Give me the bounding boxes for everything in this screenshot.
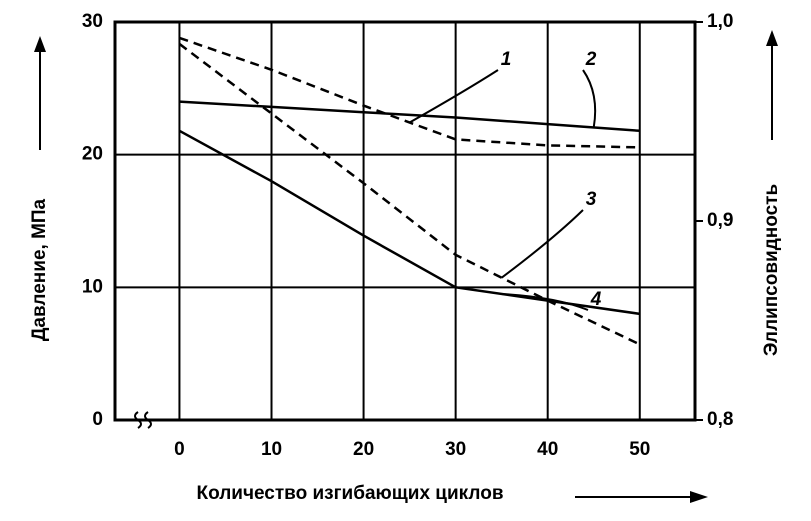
arrow-head xyxy=(34,36,46,52)
x-tick-label: 30 xyxy=(445,439,466,460)
y2-tick-label: 1,0 xyxy=(707,11,733,32)
x-tick-label: 0 xyxy=(174,439,185,460)
leader-line xyxy=(501,209,584,279)
x-tick-label: 20 xyxy=(353,439,374,460)
arrow-head xyxy=(766,30,778,46)
arrow-head xyxy=(690,491,708,503)
series-label: 1 xyxy=(501,49,512,70)
series-label: 2 xyxy=(585,49,597,70)
series-line xyxy=(179,100,640,133)
y-axis-title: Давление, МПа xyxy=(29,198,50,341)
x-tick-label: 10 xyxy=(261,439,282,460)
y-tick-label: 0 xyxy=(92,409,103,430)
y2-axis-title: Эллипсовидность xyxy=(761,184,782,356)
x-tick-label: 50 xyxy=(629,439,650,460)
plot-frame xyxy=(113,20,697,422)
x-axis-title: Количество изгибающих циклов xyxy=(196,483,503,504)
y2-tick-label: 0,9 xyxy=(707,210,733,231)
y-tick-label: 20 xyxy=(82,144,103,165)
leader-line xyxy=(582,69,597,128)
y-tick-label: 30 xyxy=(82,11,103,32)
leader-line xyxy=(501,292,589,311)
series-label: 4 xyxy=(590,289,602,310)
series-label: 3 xyxy=(586,189,597,210)
y-tick-label: 10 xyxy=(82,276,103,297)
series-line xyxy=(178,42,641,346)
x-tick-label: 40 xyxy=(537,439,558,460)
series-line xyxy=(179,36,640,149)
y2-tick-label: 0,8 xyxy=(707,409,733,430)
